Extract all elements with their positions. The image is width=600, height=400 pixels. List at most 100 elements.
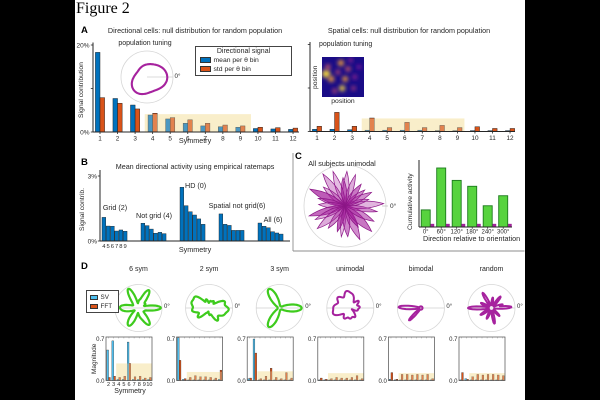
svg-text:12: 12 [506,135,514,142]
legend-item-fft: FFT [100,302,113,310]
svg-text:2: 2 [107,382,110,388]
svg-text:0.0: 0.0 [379,379,388,385]
panel-b-label: B [81,157,88,168]
panel-c-label: C [295,151,302,162]
svg-text:0.0: 0.0 [237,379,246,385]
group-label-grid: Grid (2) [102,203,128,212]
panel-b-xlabel: Symmetry [178,245,212,254]
svg-text:0.7: 0.7 [449,337,458,343]
group-label-all: All (6) [263,215,283,224]
legend-title: Directional signal [216,48,271,55]
svg-text:9: 9 [456,135,460,142]
subplot-title-6sym: 6 sym [129,266,148,273]
group-label-hd: HD (0) [185,181,207,190]
svg-text:3: 3 [112,382,115,388]
zero-degree-label-d0: 0° [164,304,170,310]
svg-text:5: 5 [385,135,389,142]
svg-text:3: 3 [133,136,137,143]
svg-text:0.0: 0.0 [167,379,176,385]
figure-title: Figure 2 [76,0,130,17]
panel-c-title: All subjects unimodal [308,159,376,168]
legend-item-std: std per θ bin [213,65,251,73]
svg-text:0.7: 0.7 [308,337,317,343]
svg-text:0.7: 0.7 [167,337,176,343]
svg-text:0.0: 0.0 [96,379,105,385]
zero-degree-label-d1: 0° [234,304,241,310]
panel-a-right-title: Spatial cells: null distribution for ran… [327,26,491,35]
panel-d-xlabel: Symmetry [114,387,146,395]
svg-text:9: 9 [124,244,127,250]
svg-text:4: 4 [368,135,372,142]
population-tuning-label-right: population tuning [319,40,373,48]
svg-text:6: 6 [186,136,190,143]
zero-degree-label-d3: 0° [375,304,382,310]
svg-text:20%: 20% [76,43,89,50]
panel-c-ylabel: Cumulative activity [407,173,414,231]
svg-text:7: 7 [133,382,136,388]
zero-degree-label-d5: 0° [517,304,523,310]
svg-text:10: 10 [146,382,152,388]
svg-text:0.0: 0.0 [308,379,317,385]
svg-text:9: 9 [239,136,243,143]
mean-color-swatch [200,57,211,64]
heatmap-ylabel: position [312,65,319,89]
fft-color-swatch [90,303,98,310]
subplot-title-random: random [479,266,504,273]
group-label-spatial-not-grid: Spatial not grid(6) [208,201,266,210]
subplot-title-3sym: 3 sym [270,266,290,273]
svg-text:7: 7 [421,135,425,142]
svg-text:0.7: 0.7 [96,337,105,343]
svg-text:0.7: 0.7 [379,337,388,343]
svg-text:120°: 120° [450,230,463,236]
heatmap-xlabel: position [331,98,355,105]
svg-text:2: 2 [333,135,337,142]
svg-text:11: 11 [272,136,279,143]
panel-a-ylabel: Signal contribution [78,62,85,118]
svg-text:4: 4 [102,244,106,250]
svg-text:8: 8 [138,382,141,388]
zero-degree-label-inset: 0° [174,72,181,80]
svg-text:1: 1 [98,136,102,143]
panel-c-xlabel: Direction relative to orientation [423,235,521,243]
svg-text:3: 3 [350,135,354,142]
panel-a-xlabel: Symmetry [178,136,212,145]
subplot-title-2sym: 2 sym [199,266,219,273]
svg-text:180°: 180° [466,230,479,236]
svg-text:6: 6 [111,244,114,250]
svg-text:4: 4 [117,382,120,388]
subplot-title-bimodal: bimodal [408,266,434,273]
svg-text:7: 7 [115,244,118,250]
zero-degree-label-d2: 0° [305,304,311,310]
svg-text:3%: 3% [88,174,98,181]
svg-text:10: 10 [471,135,479,142]
svg-text:300°: 300° [497,230,510,236]
svg-text:11: 11 [489,135,496,142]
panel-d-label: D [81,261,88,272]
svg-text:10: 10 [254,136,262,143]
svg-text:2: 2 [116,136,120,143]
svg-text:0.7: 0.7 [237,337,246,343]
svg-text:0%: 0% [80,130,90,137]
sv-color-swatch [90,294,98,301]
svg-text:8: 8 [119,244,122,250]
directional-signal-legend: Directional signal mean per θ bin std pe… [195,46,292,76]
svg-text:6: 6 [403,135,407,142]
panel-b-ylabel: Signal contrib. [79,187,86,231]
std-color-swatch [200,66,211,73]
zero-degree-label-c: 0° [390,202,397,210]
svg-text:4: 4 [151,136,155,143]
svg-text:9: 9 [143,382,146,388]
svg-text:6: 6 [127,382,130,388]
panel-a-left-title: Directional cells: null distribution for… [107,26,283,35]
svg-text:5: 5 [122,382,125,388]
panel-d-ylabel: Magnitude [91,343,98,375]
svg-text:7: 7 [204,136,208,143]
svg-text:12: 12 [289,136,297,143]
svg-text:5: 5 [168,136,172,143]
svg-text:0%: 0% [88,239,98,246]
svg-text:60°: 60° [437,230,447,236]
zero-degree-label-d4: 0° [446,304,453,310]
subplot-title-unimodal: unimodal [336,266,365,273]
